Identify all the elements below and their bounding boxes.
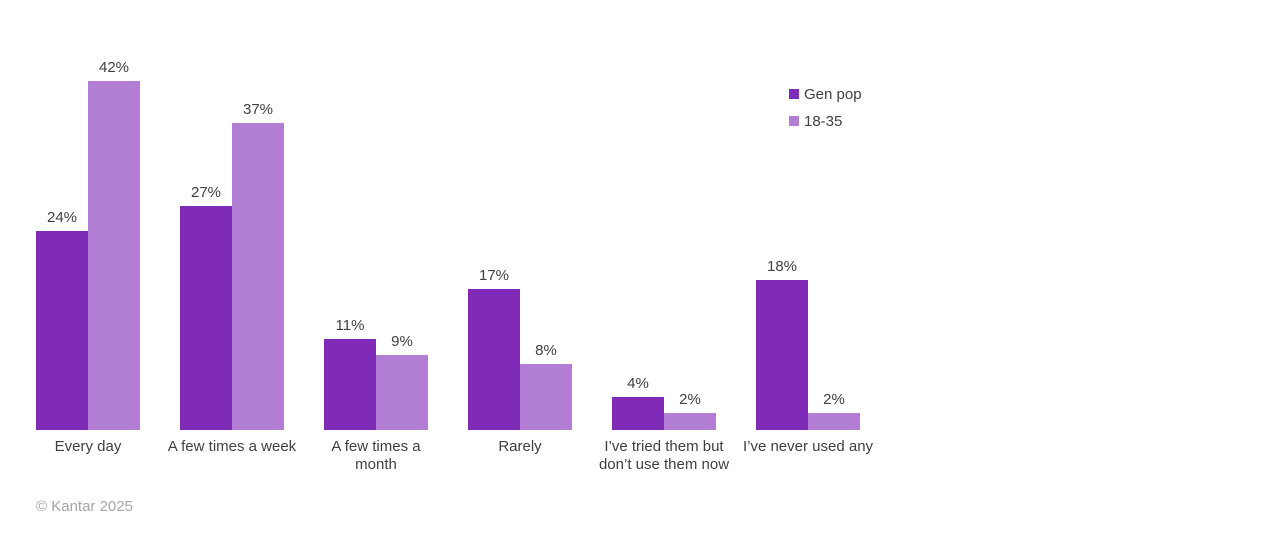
category-label: I’ve tried them but don’t use them now xyxy=(598,438,730,473)
plot-area: 24% 42% 27% 37% 11% 9% 17% 8% 4% 2% 18% 2% xyxy=(36,59,860,430)
value-label: 18% xyxy=(766,258,798,275)
category-label: A few times a week xyxy=(167,438,297,455)
value-label: 8% xyxy=(535,342,557,359)
value-label: 2% xyxy=(679,391,701,408)
value-label: 24% xyxy=(46,209,78,226)
category-label: Every day xyxy=(54,438,122,455)
x-axis: Every day A few times a week A few times a… xyxy=(0,438,1280,482)
bar-18-35 xyxy=(808,413,860,430)
legend-label: Gen pop xyxy=(804,85,862,103)
bar-18-35 xyxy=(520,364,572,430)
legend: Gen pop 18-35 xyxy=(789,84,862,138)
bar-18-35 xyxy=(232,123,284,430)
bar-gen-pop xyxy=(612,397,664,430)
value-label: 27% xyxy=(190,184,222,201)
value-label: 11% xyxy=(335,317,365,334)
value-label: 37% xyxy=(242,101,274,118)
bar-gen-pop xyxy=(36,231,88,430)
value-label: 9% xyxy=(391,333,413,350)
value-label: 4% xyxy=(627,375,649,392)
category-label: I’ve never used any xyxy=(742,438,874,455)
legend-swatch xyxy=(789,89,799,99)
copyright-text: © Kantar 2025 xyxy=(36,498,133,515)
bar-gen-pop xyxy=(180,206,232,430)
bar-gen-pop xyxy=(468,289,520,430)
category-label: Rarely xyxy=(498,438,542,455)
bar-gen-pop xyxy=(756,280,808,430)
value-label: 2% xyxy=(823,391,845,408)
category-label: A few times a month xyxy=(331,438,421,473)
legend-swatch xyxy=(789,116,799,126)
bar-18-35 xyxy=(376,355,428,430)
legend-item: 18-35 xyxy=(789,111,862,131)
value-label: 42% xyxy=(98,59,130,76)
legend-label: 18-35 xyxy=(804,112,843,130)
bar-18-35 xyxy=(88,81,140,430)
legend-item: Gen pop xyxy=(789,84,862,104)
bar-gen-pop xyxy=(324,339,376,430)
value-label: 17% xyxy=(478,267,510,284)
bar-18-35 xyxy=(664,413,716,430)
